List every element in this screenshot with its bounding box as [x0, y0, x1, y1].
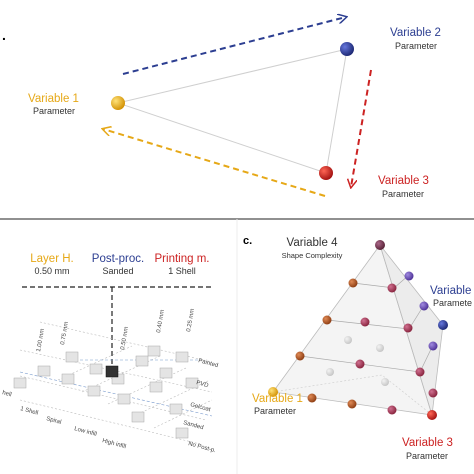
layer-value-3: 0.50 mm	[120, 326, 130, 350]
variable-2-sub: Parameter	[395, 41, 437, 51]
yellow-dashed-arrow	[103, 129, 326, 197]
panel-c-label: c.	[243, 235, 252, 247]
panel-c-variable-2-sub: Paramete	[433, 298, 472, 308]
variable-2-sphere	[438, 320, 448, 330]
layer-value-1: 1.00 mm	[36, 328, 46, 352]
sphere	[307, 393, 317, 403]
header-layer-title: Layer H.	[30, 253, 73, 265]
variable-1-sub: Parameter	[33, 106, 75, 116]
cube	[13, 377, 27, 389]
layer-value-4: 0.40 mm	[156, 309, 166, 333]
layer-value-5: 0.25 mm	[186, 308, 196, 332]
variable-3-node	[319, 166, 333, 180]
cube	[89, 363, 103, 375]
post-value-2: PVD	[195, 380, 209, 389]
cube	[117, 393, 131, 405]
cube	[175, 427, 189, 439]
cube	[131, 411, 145, 423]
sphere	[355, 359, 365, 369]
panel-c-variable-3-title: Variable 3	[402, 437, 453, 449]
panel-b: Layer H. 0.50 mm Post-proc. Sanded Print…	[1, 253, 218, 454]
variable-1-title: Variable 1	[28, 93, 79, 105]
sphere	[387, 283, 397, 293]
apex-sphere	[375, 240, 385, 250]
sphere	[404, 271, 414, 281]
sphere	[387, 405, 397, 415]
variable-3-title: Variable 3	[378, 175, 429, 187]
variable-1-node	[111, 96, 125, 110]
header-layer-value: 0.50 mm	[34, 266, 69, 276]
pyramid-hidden-edges	[272, 374, 433, 416]
print-value-1: hell	[1, 390, 12, 398]
cube	[135, 355, 149, 367]
variable-4-title: Variable 4	[287, 237, 339, 249]
panel-c-variable-2-title: Variable	[430, 285, 471, 297]
print-value-3: Spiral	[45, 416, 61, 426]
variable-2-node	[340, 42, 354, 56]
header-post-title: Post-proc.	[92, 253, 144, 265]
cube	[169, 403, 183, 415]
blue-dashed-arrow	[122, 17, 346, 75]
post-value-4: Sanded	[182, 420, 204, 431]
cube-field	[13, 345, 199, 439]
sphere	[428, 341, 438, 351]
cube	[185, 377, 199, 389]
panel-c-variable-1-title: Variable 1	[252, 393, 303, 405]
cube	[147, 345, 161, 357]
cube	[65, 351, 79, 363]
inner-sphere	[376, 344, 384, 352]
inner-sphere	[381, 378, 389, 386]
triangle-outline	[116, 48, 348, 174]
sphere	[419, 301, 429, 311]
variable-1-sphere	[268, 387, 278, 397]
variable-3-sub: Parameter	[382, 189, 424, 199]
panel-c-variable-1-sub: Parameter	[254, 406, 296, 416]
header-print-title: Printing m.	[155, 253, 210, 265]
pyramid-spheres	[268, 240, 448, 420]
inner-sphere	[344, 336, 352, 344]
red-dashed-arrow	[351, 69, 372, 187]
sphere	[403, 323, 413, 333]
post-value-5: No Post-p.	[187, 441, 216, 454]
print-value-4: Low infill	[73, 426, 97, 438]
cube	[61, 373, 75, 385]
sphere	[322, 315, 332, 325]
layer-value-2: 0.75 mm	[60, 321, 70, 345]
variable-2-title: Variable 2	[390, 27, 441, 39]
sphere	[295, 351, 305, 361]
panel-c: c. Variable 4 Shape Complexity	[243, 235, 472, 461]
sphere	[360, 317, 370, 327]
sphere	[348, 278, 358, 288]
cube	[159, 367, 173, 379]
cube	[87, 385, 101, 397]
cube	[37, 365, 51, 377]
inner-sphere	[326, 368, 334, 376]
cube	[175, 351, 189, 363]
sphere	[347, 399, 357, 409]
sphere	[428, 388, 438, 398]
post-value-3: Gelcoat	[189, 402, 211, 413]
sphere	[415, 367, 425, 377]
panel-a: . Variable 1 Parameter Variable 2 Parame…	[2, 17, 441, 199]
variable-4-sub: Shape Complexity	[282, 251, 343, 260]
header-post-value: Sanded	[102, 266, 133, 276]
post-value-1: Painted	[197, 358, 218, 369]
selected-cube	[105, 365, 119, 378]
iso-grid-accent	[19, 359, 213, 417]
print-value-5: High infill	[101, 438, 126, 450]
panel-c-variable-3-sub: Parameter	[406, 451, 448, 461]
panel-a-mark: .	[2, 27, 6, 43]
cube	[149, 381, 163, 393]
variable-3-sphere	[427, 410, 437, 420]
header-print-value: 1 Shell	[168, 266, 196, 276]
print-value-2: 1 Shell	[19, 406, 38, 417]
